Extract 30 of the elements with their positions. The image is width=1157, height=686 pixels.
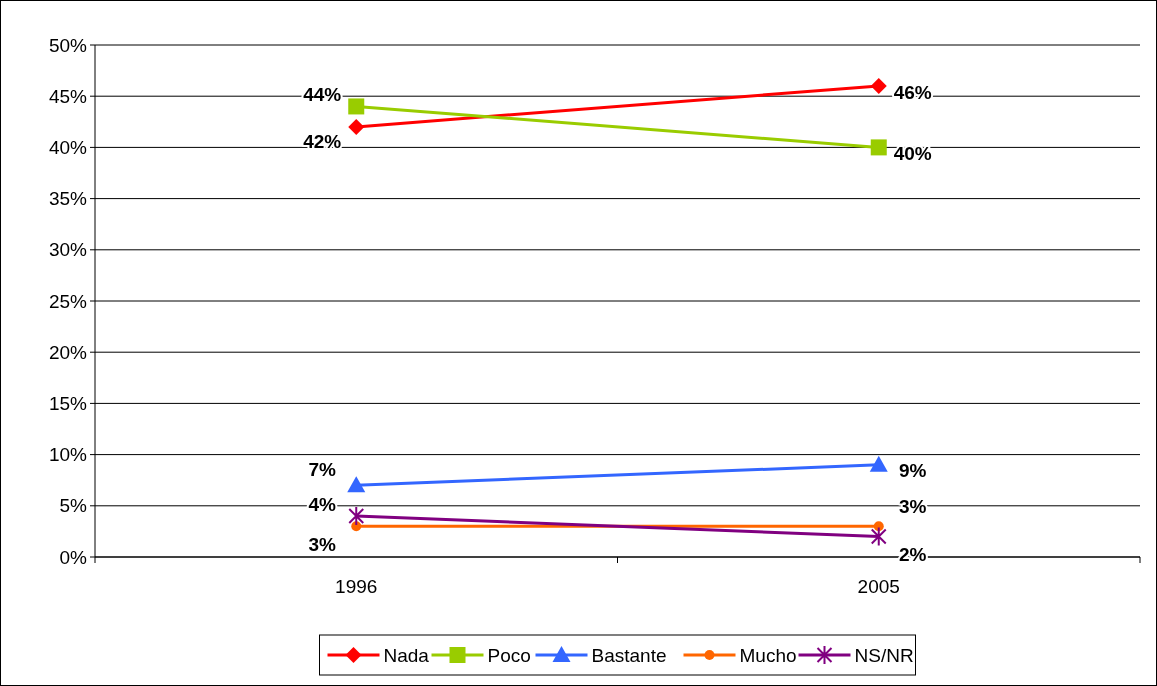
data-label: 40% <box>893 143 932 165</box>
data-label: 3% <box>308 533 337 555</box>
y-tick-label: 20% <box>48 341 88 363</box>
data-label: 9% <box>899 460 927 482</box>
y-tick-label: 30% <box>48 239 88 261</box>
y-tick-label: 10% <box>48 444 88 466</box>
data-label: 42% <box>303 130 342 152</box>
y-tick-label: 5% <box>59 495 88 517</box>
data-label: 7% <box>308 458 337 480</box>
point <box>870 77 887 94</box>
point <box>348 506 365 527</box>
y-tick-label: 15% <box>48 393 88 415</box>
point <box>870 139 887 156</box>
y-tick-label: 0% <box>59 546 88 568</box>
y-tick-label: 45% <box>48 85 88 107</box>
y-tick-label: 40% <box>48 137 88 159</box>
legend-label: Poco <box>487 644 531 666</box>
point <box>873 521 884 532</box>
legend-label: Bastante <box>591 644 667 666</box>
y-tick-label: 35% <box>48 188 88 210</box>
point <box>348 118 365 135</box>
y-tick-label: 25% <box>48 290 88 312</box>
legend-label: NS/NR <box>854 644 914 666</box>
x-tick-label: 1996 <box>335 576 378 597</box>
point <box>348 98 365 115</box>
legend-label: Mucho <box>739 644 797 666</box>
legend-label: Nada <box>383 644 430 666</box>
y-tick-label: 50% <box>48 34 88 56</box>
point <box>870 526 887 547</box>
x-tick-label: 2005 <box>857 576 900 597</box>
